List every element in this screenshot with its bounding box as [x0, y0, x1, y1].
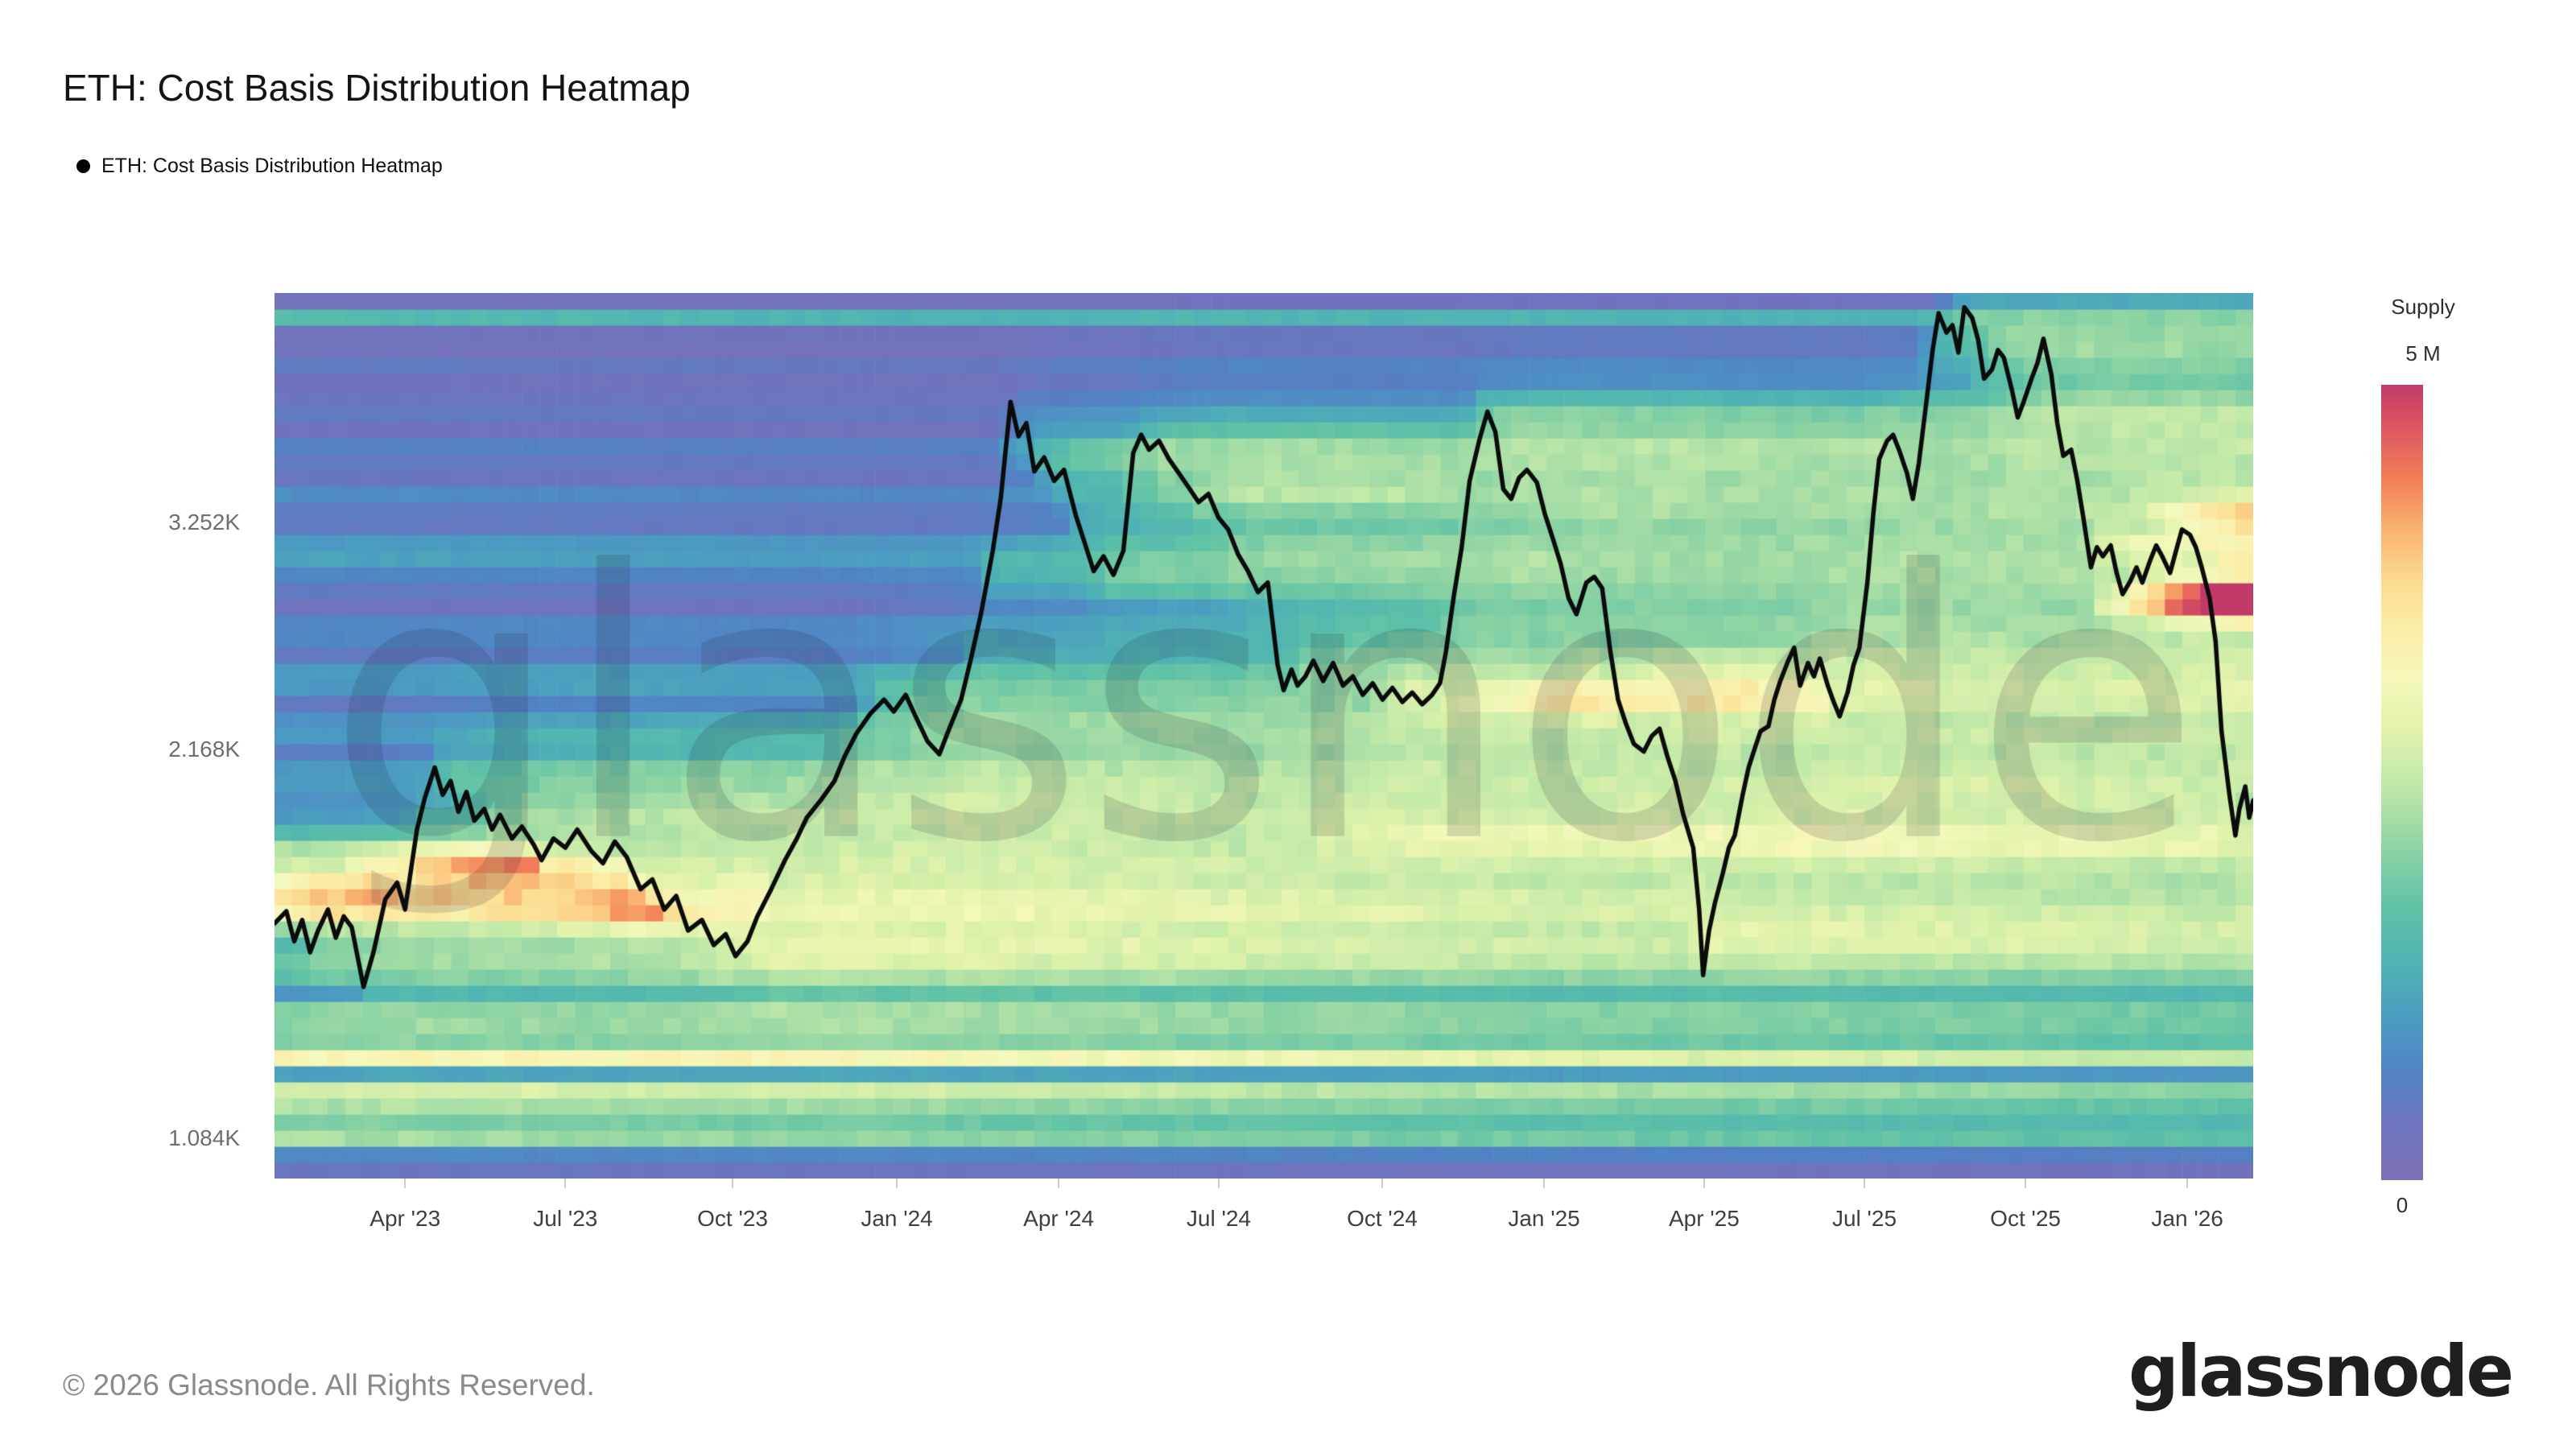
colorbar-title: Supply	[2391, 295, 2455, 319]
x-tick-mark	[1543, 1179, 1546, 1188]
x-tick-mark	[564, 1179, 567, 1188]
x-tick-label: Jan '25	[1508, 1206, 1580, 1231]
x-tick-mark	[1058, 1179, 1060, 1188]
x-tick-mark	[2186, 1179, 2189, 1188]
x-tick-label: Apr '24	[1023, 1206, 1095, 1231]
x-tick-label: Jan '24	[861, 1206, 933, 1231]
y-tick-label: 3.252K	[168, 509, 240, 535]
y-axis: 1.084K 2.168K 3.252K	[0, 0, 251, 1449]
x-tick-label: Apr '23	[369, 1206, 441, 1231]
y-tick-label: 2.168K	[168, 737, 240, 762]
x-tick-label: Jan '26	[2151, 1206, 2223, 1231]
colorbar: Supply 5 M 0	[2359, 295, 2487, 1245]
x-tick-mark	[1703, 1179, 1705, 1188]
x-tick-label: Jul '24	[1186, 1206, 1251, 1231]
colorbar-max-label: 5 M	[2405, 341, 2441, 365]
x-tick-mark	[1381, 1179, 1383, 1188]
legend-label: ETH: Cost Basis Distribution Heatmap	[101, 155, 443, 177]
page-title: ETH: Cost Basis Distribution Heatmap	[63, 67, 691, 109]
y-tick-label: 1.084K	[168, 1125, 240, 1151]
x-tick-mark	[1864, 1179, 1865, 1188]
legend-dot-icon	[76, 159, 90, 173]
x-tick-mark	[896, 1179, 898, 1188]
x-tick-mark	[2025, 1179, 2027, 1188]
heatmap-canvas[interactable]	[275, 293, 2253, 1179]
x-tick-mark	[404, 1179, 407, 1188]
x-tick-label: Jul '25	[1831, 1206, 1897, 1231]
copyright-text: © 2026 Glassnode. All Rights Reserved.	[63, 1368, 595, 1402]
legend-item[interactable]: ETH: Cost Basis Distribution Heatmap	[76, 155, 443, 178]
colorbar-min-label: 0	[2396, 1193, 2409, 1217]
x-tick-mark	[1217, 1179, 1220, 1188]
x-tick-label: Jul '23	[533, 1206, 598, 1231]
x-tick-label: Oct '23	[697, 1206, 768, 1231]
glassnode-logo[interactable]: glassnode	[2128, 1330, 2514, 1413]
x-tick-mark	[732, 1179, 734, 1188]
x-tick-label: Oct '24	[1347, 1206, 1418, 1231]
heatmap-plot-area[interactable]	[275, 293, 2253, 1179]
colorbar-gradient	[2381, 385, 2423, 1180]
x-tick-label: Apr '25	[1668, 1206, 1740, 1231]
x-tick-label: Oct '25	[1990, 1206, 2061, 1231]
